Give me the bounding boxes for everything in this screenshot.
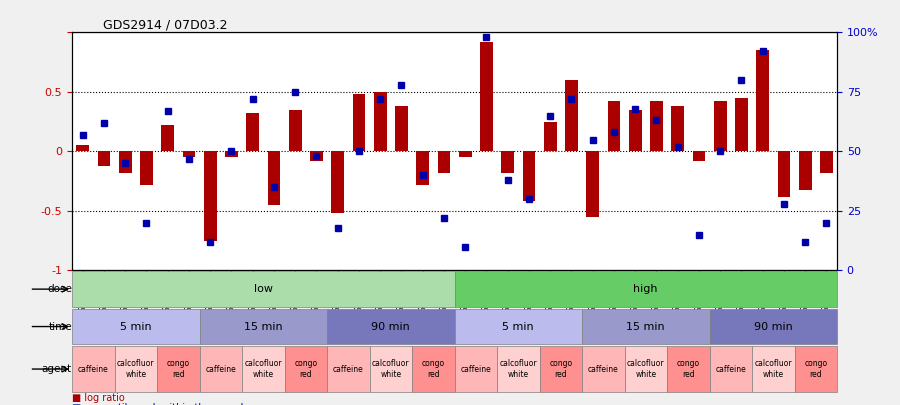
Text: 90 min: 90 min	[372, 322, 410, 332]
Bar	[416, 151, 429, 185]
Text: caffeine: caffeine	[461, 364, 491, 373]
FancyBboxPatch shape	[284, 346, 327, 392]
Bar	[161, 125, 174, 151]
FancyBboxPatch shape	[114, 346, 157, 392]
Bar	[650, 101, 662, 151]
FancyBboxPatch shape	[795, 346, 837, 392]
FancyBboxPatch shape	[327, 309, 454, 345]
Bar	[353, 94, 365, 151]
Text: agent: agent	[42, 364, 72, 374]
FancyBboxPatch shape	[157, 346, 200, 392]
Bar	[608, 101, 620, 151]
FancyBboxPatch shape	[709, 309, 837, 345]
Text: 15 min: 15 min	[244, 322, 283, 332]
Bar	[331, 151, 344, 213]
Text: congo
red: congo red	[166, 359, 190, 379]
Bar	[289, 110, 302, 151]
Bar	[544, 122, 556, 151]
Bar	[714, 101, 726, 151]
Text: ■ log ratio: ■ log ratio	[72, 393, 125, 403]
Text: congo
red: congo red	[549, 359, 572, 379]
Bar	[183, 151, 195, 158]
Bar	[119, 151, 131, 173]
Bar	[310, 151, 323, 161]
Bar	[247, 113, 259, 151]
Text: caffeine: caffeine	[205, 364, 236, 373]
Bar	[820, 151, 832, 173]
Text: calcofluor
white: calcofluor white	[754, 359, 792, 379]
Bar	[437, 151, 450, 173]
FancyBboxPatch shape	[582, 346, 625, 392]
FancyBboxPatch shape	[370, 346, 412, 392]
Text: 15 min: 15 min	[626, 322, 665, 332]
Bar	[203, 151, 217, 241]
Text: time: time	[49, 322, 72, 332]
Text: caffeine: caffeine	[716, 364, 746, 373]
FancyBboxPatch shape	[497, 346, 539, 392]
Bar	[97, 151, 110, 166]
FancyBboxPatch shape	[454, 271, 837, 307]
FancyBboxPatch shape	[72, 309, 200, 345]
Bar	[459, 151, 472, 158]
Text: congo
red: congo red	[422, 359, 445, 379]
Bar	[778, 151, 790, 197]
FancyBboxPatch shape	[539, 346, 582, 392]
Bar	[629, 110, 642, 151]
Bar	[395, 106, 408, 151]
Bar	[799, 151, 812, 190]
Text: 90 min: 90 min	[754, 322, 793, 332]
Bar	[374, 92, 386, 151]
Bar	[756, 50, 769, 151]
FancyBboxPatch shape	[454, 346, 497, 392]
Bar	[76, 145, 89, 151]
Text: calcofluor
white: calcofluor white	[245, 359, 282, 379]
FancyBboxPatch shape	[667, 346, 709, 392]
FancyBboxPatch shape	[412, 346, 454, 392]
Text: calcofluor
white: calcofluor white	[500, 359, 537, 379]
FancyBboxPatch shape	[454, 309, 582, 345]
Text: caffeine: caffeine	[78, 364, 109, 373]
Bar	[586, 151, 599, 217]
Text: congo
red: congo red	[805, 359, 827, 379]
FancyBboxPatch shape	[327, 346, 370, 392]
FancyBboxPatch shape	[72, 271, 454, 307]
FancyBboxPatch shape	[72, 346, 114, 392]
Bar	[140, 151, 153, 185]
Text: 5 min: 5 min	[502, 322, 534, 332]
Text: caffeine: caffeine	[333, 364, 364, 373]
Text: caffeine: caffeine	[588, 364, 618, 373]
FancyBboxPatch shape	[625, 346, 667, 392]
Text: congo
red: congo red	[294, 359, 318, 379]
Text: calcofluor
white: calcofluor white	[117, 359, 155, 379]
Text: low: low	[254, 284, 273, 294]
FancyBboxPatch shape	[200, 309, 327, 345]
Bar	[692, 151, 706, 161]
Text: calcofluor
white: calcofluor white	[627, 359, 664, 379]
FancyBboxPatch shape	[242, 346, 284, 392]
Bar	[267, 151, 280, 205]
Bar	[480, 42, 493, 151]
Text: GDS2914 / 07D03.2: GDS2914 / 07D03.2	[103, 18, 227, 31]
Bar	[225, 151, 238, 158]
Bar	[671, 106, 684, 151]
FancyBboxPatch shape	[752, 346, 795, 392]
Bar	[565, 80, 578, 151]
Text: ■ percentile rank within the sample: ■ percentile rank within the sample	[72, 403, 249, 405]
FancyBboxPatch shape	[582, 309, 709, 345]
Text: high: high	[634, 284, 658, 294]
Text: 5 min: 5 min	[120, 322, 151, 332]
Text: calcofluor
white: calcofluor white	[372, 359, 410, 379]
Text: congo
red: congo red	[677, 359, 700, 379]
FancyBboxPatch shape	[200, 346, 242, 392]
Text: dose: dose	[47, 284, 72, 294]
Bar	[501, 151, 514, 173]
FancyBboxPatch shape	[709, 346, 752, 392]
Bar	[735, 98, 748, 151]
Bar	[523, 151, 536, 201]
